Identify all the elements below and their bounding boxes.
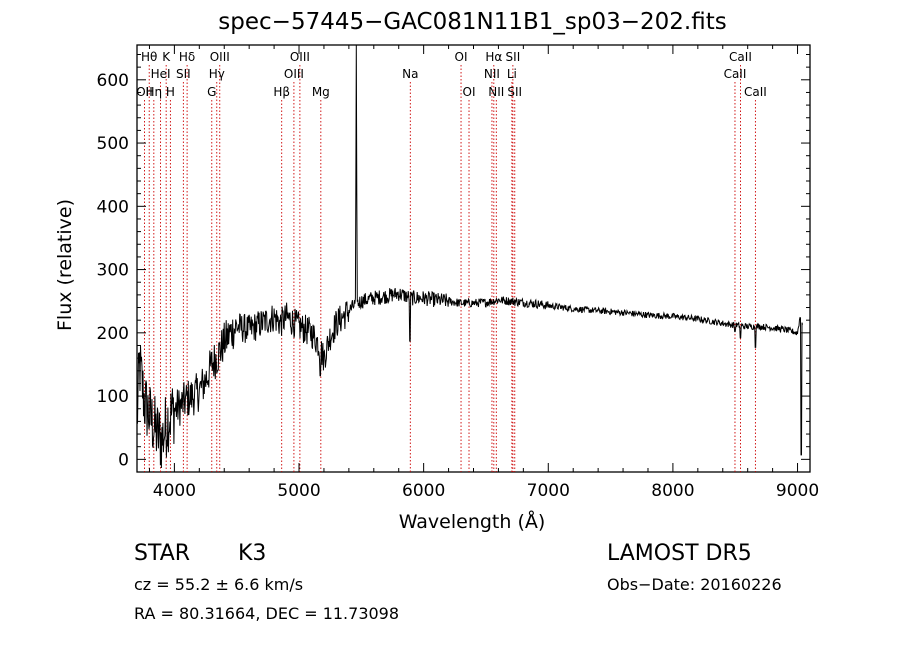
line-marker-label: Hθ xyxy=(141,50,157,64)
axis-ticks: 4000 5000 6000 7000 8000 9000 0 100 200 300 400 500… xyxy=(97,45,819,501)
observation-date: Obs−Date: 20160226 xyxy=(607,575,782,594)
line-marker-label: Hβ xyxy=(273,85,290,99)
line-marker-label: CaII xyxy=(724,67,747,81)
line-marker-label: K xyxy=(162,50,171,64)
line-marker-label: OIII xyxy=(210,50,230,64)
line-marker-label: Hγ xyxy=(209,67,225,81)
x-tick-label: 8000 xyxy=(651,481,694,501)
line-marker-label: Hη xyxy=(146,85,163,99)
object-subclass: K3 xyxy=(238,541,267,566)
line-marker-label: Mg xyxy=(312,85,330,99)
line-marker-label: Na xyxy=(402,67,418,81)
x-tick-label: 7000 xyxy=(527,481,570,501)
line-marker-label: SII xyxy=(176,67,191,81)
line-marker-label: Hα xyxy=(485,50,502,64)
line-marker-layer xyxy=(144,65,756,472)
y-axis-label: Flux (relative) xyxy=(54,198,76,332)
survey-name: LAMOST DR5 xyxy=(607,541,752,566)
object-class: STAR xyxy=(134,541,191,566)
line-marker-label: CaII xyxy=(744,85,767,99)
line-marker-label: OII xyxy=(136,85,153,99)
x-tick-label: 9000 xyxy=(776,481,819,501)
chart-title: spec−57445−GAC081N11B1_sp03−202.fits xyxy=(218,9,727,35)
y-tick-label: 300 xyxy=(97,261,129,281)
line-marker-label: SII xyxy=(506,50,521,64)
line-marker-label: SII xyxy=(507,85,522,99)
line-marker-label: OIII xyxy=(290,50,310,64)
sky-coordinates: RA = 80.31664, DEC = 11.73098 xyxy=(134,604,400,623)
line-marker-label-layer: OIIHθHηHeIKHSIIHδGHγOIIIHβOIIIOIIIMgNaOI… xyxy=(136,50,767,99)
line-marker-label: G xyxy=(207,85,216,99)
line-marker-label: CaII xyxy=(729,50,752,64)
line-marker-label: OI xyxy=(455,50,468,64)
spectrum-layer xyxy=(136,44,803,469)
line-marker-label: Li xyxy=(507,67,517,81)
y-tick-label: 500 xyxy=(97,134,129,154)
line-marker-label: H xyxy=(166,85,175,99)
line-marker-label: OIII xyxy=(284,67,304,81)
spectrum-line xyxy=(136,44,803,469)
redshift-cz: cz = 55.2 ± 6.6 km/s xyxy=(134,575,304,594)
plot-frame xyxy=(136,44,811,473)
x-tick-label: 6000 xyxy=(402,481,445,501)
y-tick-label: 600 xyxy=(97,71,129,91)
line-marker-label: NII xyxy=(488,85,504,99)
line-marker-label: Hδ xyxy=(179,50,195,64)
x-tick-label: 4000 xyxy=(153,481,196,501)
x-tick-label: 5000 xyxy=(277,481,320,501)
y-tick-label: 0 xyxy=(118,450,129,470)
line-marker-label: OI xyxy=(463,85,476,99)
x-axis-label: Wavelength (Å) xyxy=(398,511,546,533)
y-tick-label: 400 xyxy=(97,197,129,217)
line-marker-label: NII xyxy=(484,67,500,81)
y-tick-label: 200 xyxy=(97,324,129,344)
line-marker-label: HeI xyxy=(151,67,171,81)
y-tick-label: 100 xyxy=(97,387,129,407)
